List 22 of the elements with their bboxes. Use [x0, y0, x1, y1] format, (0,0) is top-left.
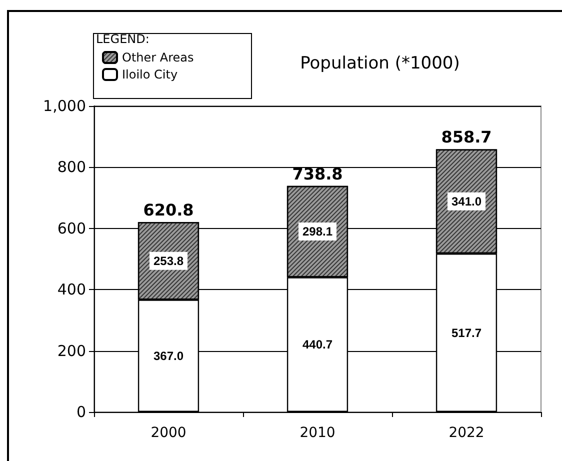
data-label: 253.8 — [153, 254, 184, 268]
data-label: 440.7 — [302, 338, 333, 352]
data-label: 298.1 — [302, 224, 333, 239]
x-tick-label: 2022 — [448, 425, 484, 441]
legend-title: LEGEND: — [96, 32, 150, 46]
legend-label: Iloilo City — [122, 68, 178, 82]
y-tick-label: 0 — [76, 403, 86, 421]
y-tick-label: 400 — [57, 280, 86, 299]
total-label: 858.7 — [441, 128, 492, 147]
x-tick-label: 2010 — [300, 425, 336, 441]
data-label: 341.0 — [451, 194, 482, 208]
chart-title: Population (*1000) — [300, 54, 460, 74]
legend-label: Other Areas — [122, 50, 194, 64]
total-label: 738.8 — [292, 164, 343, 184]
total-label: 620.8 — [143, 200, 194, 220]
data-label: 517.7 — [451, 326, 482, 340]
x-tick-label: 2000 — [150, 425, 186, 441]
y-tick-label: 800 — [57, 158, 86, 176]
y-tick-label: 1,000 — [43, 97, 86, 115]
y-tick-label: 200 — [57, 342, 86, 360]
y-tick-label: 600 — [57, 219, 86, 238]
data-label: 367.0 — [153, 348, 184, 363]
